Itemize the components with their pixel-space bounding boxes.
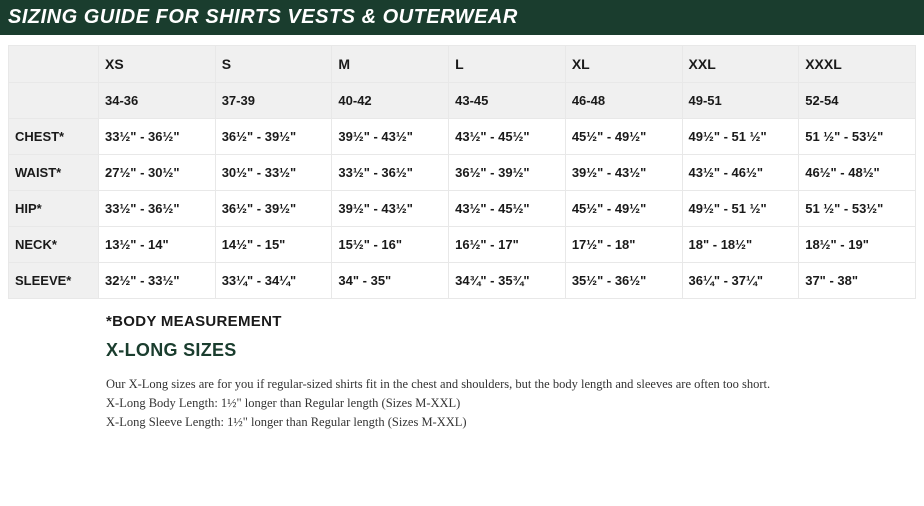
cell: 18" - 18½" [682,227,799,263]
cell: 49½" - 51 ½" [682,191,799,227]
row-neck: NECK* 13½" - 14" 14½" - 15" 15½" - 16" 1… [9,227,916,263]
cell: 36½" - 39½" [215,119,332,155]
row-label: HIP* [9,191,99,227]
cell: 14½" - 15" [215,227,332,263]
row-label: SLEEVE* [9,263,99,299]
cell: 30½" - 33½" [215,155,332,191]
row-label: NECK* [9,227,99,263]
size-col-m: M [332,46,449,83]
cell: 36½" - 39½" [449,155,566,191]
cell: 43½" - 45½" [449,191,566,227]
cell: 33½" - 36½" [332,155,449,191]
range-l: 43-45 [449,83,566,119]
note-line-3: X-Long Sleeve Length: 1½" longer than Re… [106,413,916,432]
cell: 33½" - 36½" [99,191,216,227]
row-label: WAIST* [9,155,99,191]
size-col-xl: XL [565,46,682,83]
size-col-s: S [215,46,332,83]
cell: 35½" - 36½" [565,263,682,299]
cell: 37" - 38" [799,263,916,299]
range-xs: 34-36 [99,83,216,119]
cell: 39½" - 43½" [332,191,449,227]
note-line-1: Our X-Long sizes are for you if regular-… [106,375,916,394]
cell: 18½" - 19" [799,227,916,263]
xlong-heading: X-LONG SIZES [106,340,916,361]
size-col-xxxl: XXXL [799,46,916,83]
row-label: CHEST* [9,119,99,155]
cell: 33½" - 36½" [99,119,216,155]
size-header-row: XS S M L XL XXL XXXL [9,46,916,83]
empty-corner-2 [9,83,99,119]
range-xl: 46-48 [565,83,682,119]
cell: 51 ½" - 53½" [799,191,916,227]
cell: 27½" - 30½" [99,155,216,191]
note-line-2: X-Long Body Length: 1½" longer than Regu… [106,394,916,413]
cell: 43½" - 45½" [449,119,566,155]
empty-corner [9,46,99,83]
range-s: 37-39 [215,83,332,119]
cell: 36½" - 39½" [215,191,332,227]
range-xxxl: 52-54 [799,83,916,119]
range-m: 40-42 [332,83,449,119]
cell: 33¼" - 34¼" [215,263,332,299]
cell: 34" - 35" [332,263,449,299]
size-col-l: L [449,46,566,83]
range-header-row: 34-36 37-39 40-42 43-45 46-48 49-51 52-5… [9,83,916,119]
cell: 39½" - 43½" [332,119,449,155]
sizing-table-container: XS S M L XL XXL XXXL 34-36 37-39 40-42 4… [0,35,924,451]
row-sleeve: SLEEVE* 32½" - 33½" 33¼" - 34¼" 34" - 35… [9,263,916,299]
cell: 43½" - 46½" [682,155,799,191]
cell: 39½" - 43½" [565,155,682,191]
cell: 13½" - 14" [99,227,216,263]
cell: 36¼" - 37¼" [682,263,799,299]
row-waist: WAIST* 27½" - 30½" 30½" - 33½" 33½" - 36… [9,155,916,191]
cell: 16½" - 17" [449,227,566,263]
cell: 34¾" - 35¾" [449,263,566,299]
row-chest: CHEST* 33½" - 36½" 36½" - 39½" 39½" - 43… [9,119,916,155]
size-col-xs: XS [99,46,216,83]
cell: 15½" - 16" [332,227,449,263]
cell: 17½" - 18" [565,227,682,263]
page-title: SIZING GUIDE FOR SHIRTS VESTS & OUTERWEA… [0,0,924,35]
cell: 45½" - 49½" [565,191,682,227]
cell: 49½" - 51 ½" [682,119,799,155]
cell: 32½" - 33½" [99,263,216,299]
size-col-xxl: XXL [682,46,799,83]
cell: 51 ½" - 53½" [799,119,916,155]
row-hip: HIP* 33½" - 36½" 36½" - 39½" 39½" - 43½"… [9,191,916,227]
body-measurement-label: *BODY MEASUREMENT [106,313,916,330]
cell: 46½" - 48½" [799,155,916,191]
sizing-table: XS S M L XL XXL XXXL 34-36 37-39 40-42 4… [8,45,916,299]
notes-section: *BODY MEASUREMENT X-LONG SIZES Our X-Lon… [106,313,916,451]
cell: 45½" - 49½" [565,119,682,155]
range-xxl: 49-51 [682,83,799,119]
